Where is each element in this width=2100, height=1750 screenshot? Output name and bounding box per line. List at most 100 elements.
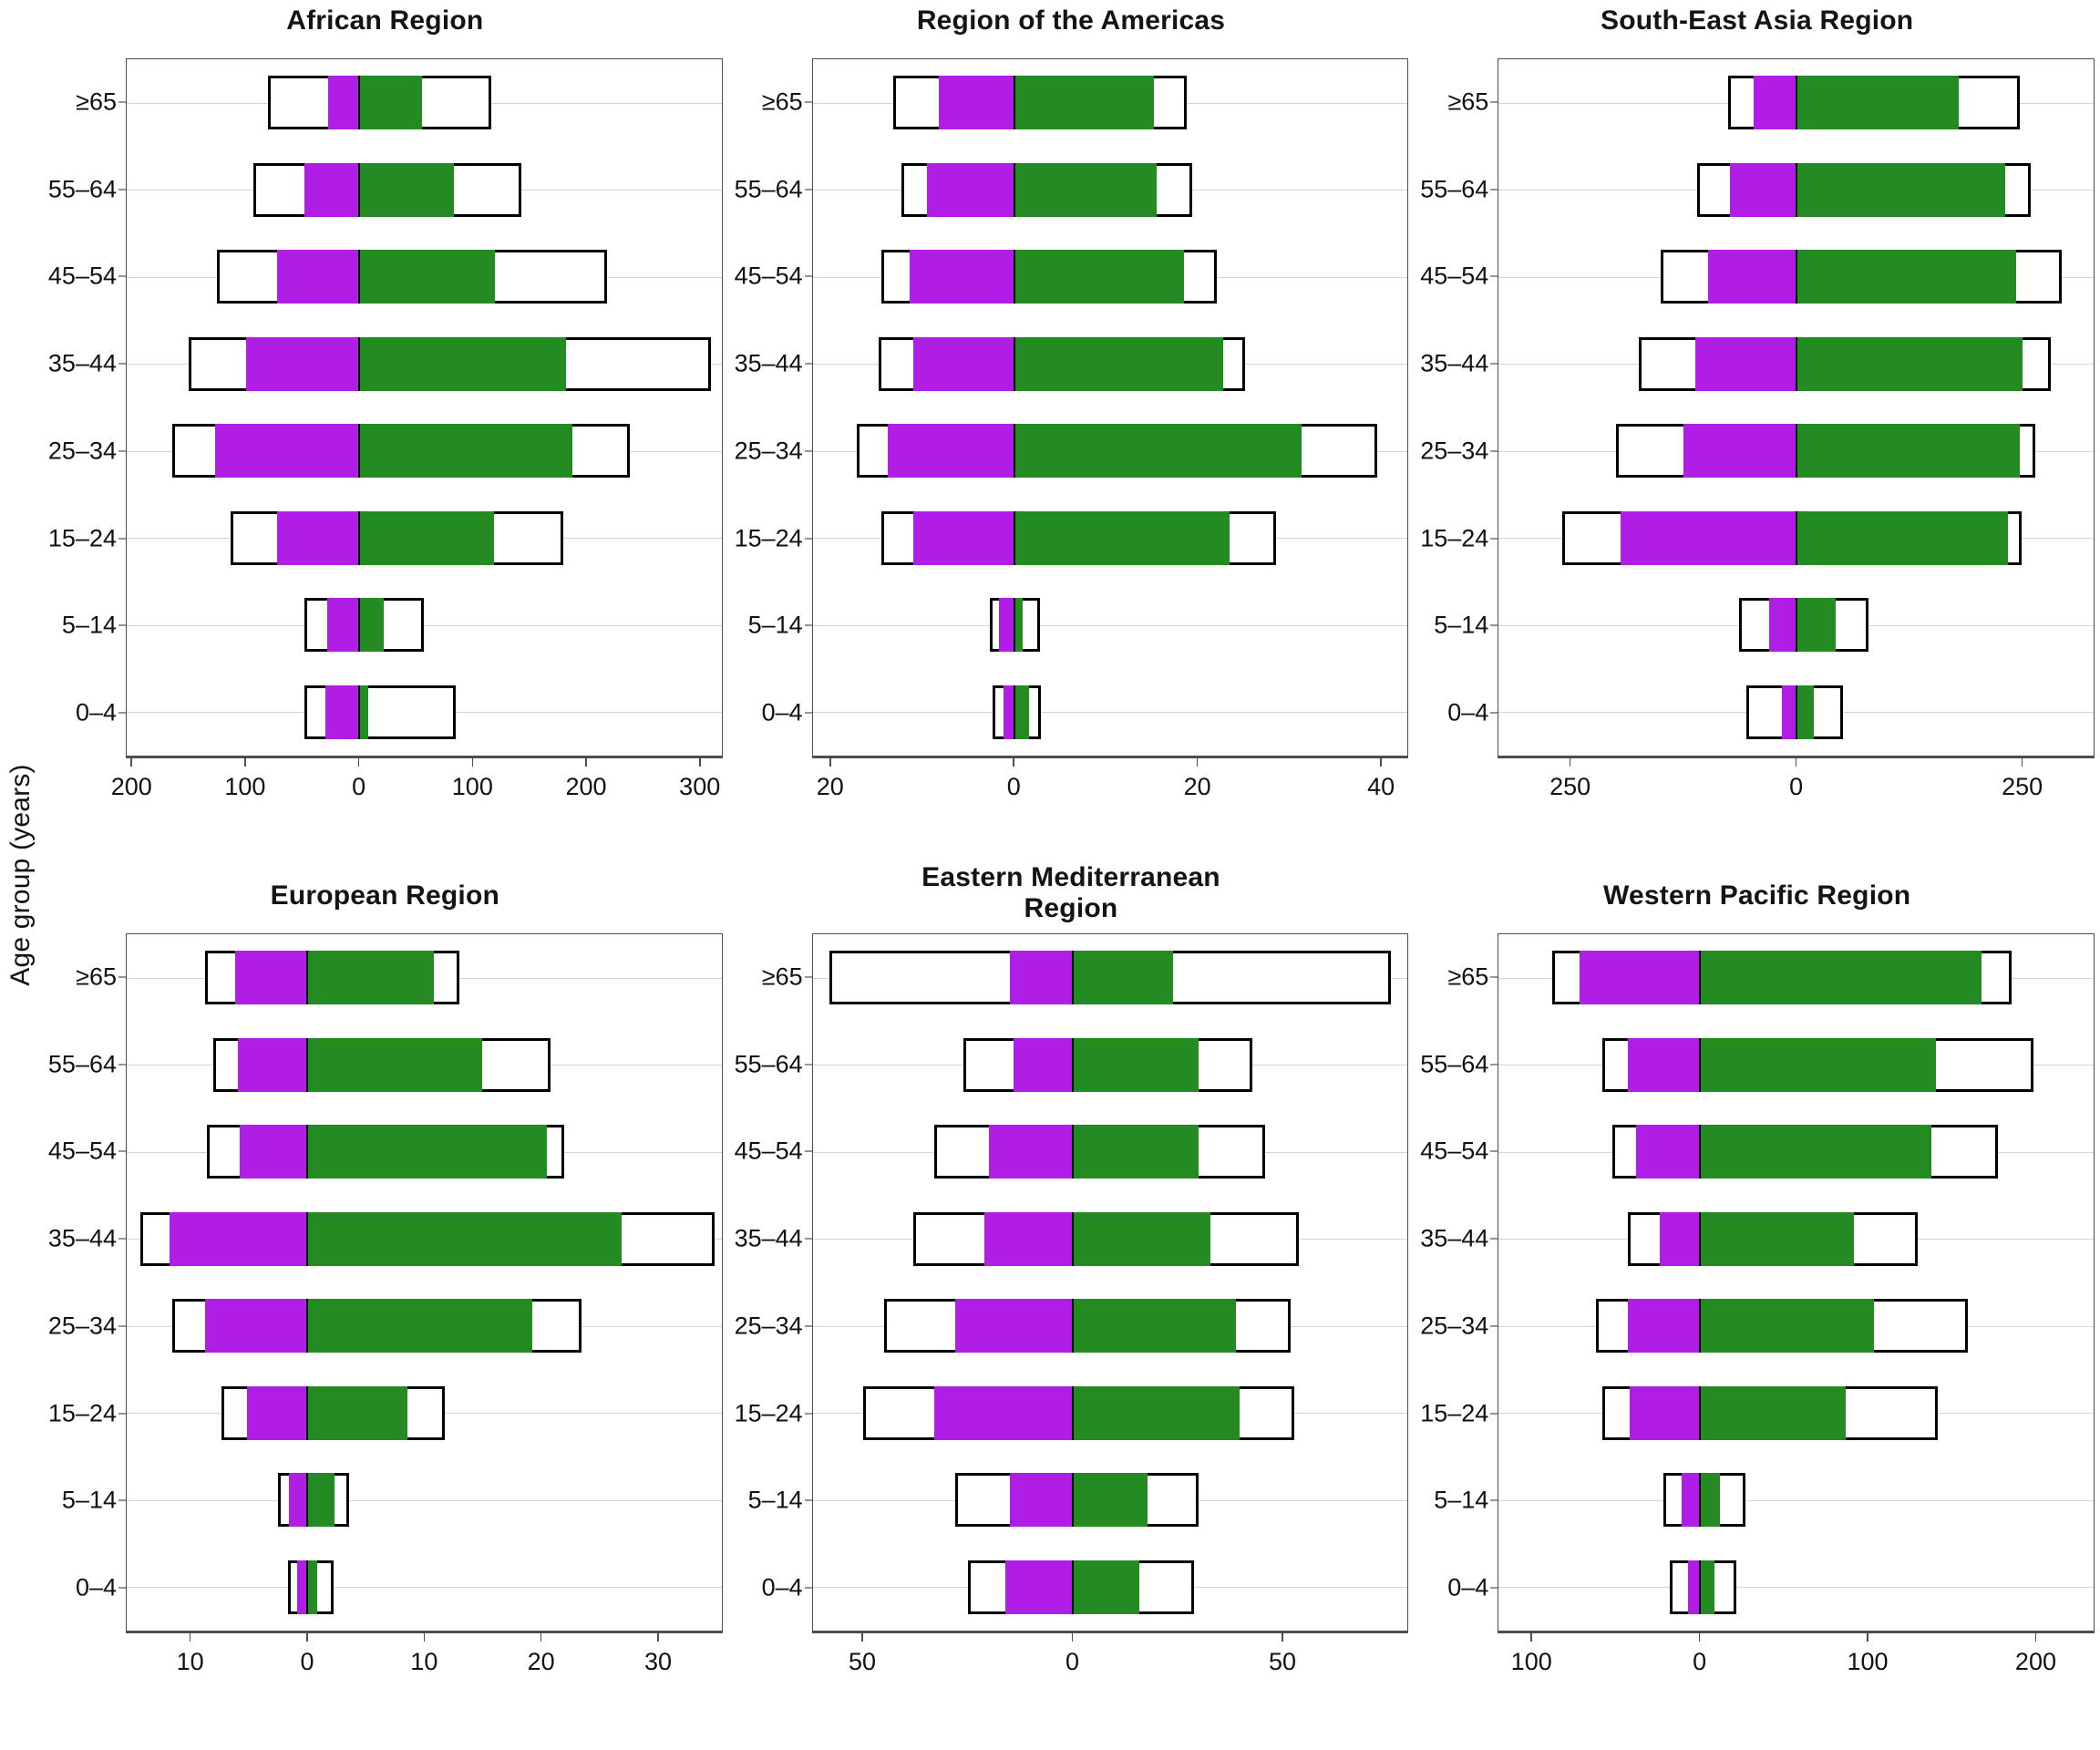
y-tick-label-45-54: 45–54: [1420, 262, 1489, 290]
male-segment: [1072, 1299, 1236, 1354]
female-segment: [1627, 1037, 1700, 1092]
y-tick-label-25-34: 25–34: [47, 437, 117, 465]
bar-row-0-4: [1498, 1560, 2094, 1614]
bar-row-5-14: [813, 598, 1408, 653]
y-tick-label-0-4: 0–4: [761, 698, 803, 726]
female-segment: [214, 424, 359, 479]
panel-south-east-asia-region: South-East Asia Region ≥65 55–64 45–54 35–44…: [1414, 0, 2100, 875]
zero-divider: [1795, 162, 1797, 217]
y-tick-mark: [118, 976, 126, 978]
bar-row-0-4: [813, 685, 1408, 739]
female-segment: [1005, 1560, 1073, 1614]
zero-divider: [1698, 1560, 1701, 1614]
female-segment: [1781, 685, 1796, 739]
zero-divider: [306, 1037, 309, 1092]
female-segment: [1659, 1211, 1700, 1266]
x-tick-mark: [829, 757, 831, 767]
zero-divider: [1698, 1385, 1701, 1440]
female-segment: [1754, 76, 1796, 130]
x-tick-label: 20: [816, 773, 844, 800]
y-tick-label-15-24: 15–24: [47, 524, 117, 552]
x-tick-label: 0: [352, 773, 366, 800]
male-segment: [358, 424, 572, 479]
zero-divider: [1013, 162, 1015, 217]
x-tick-mark: [861, 1632, 863, 1642]
y-tick-mark: [804, 101, 812, 103]
male-segment: [1072, 1385, 1240, 1440]
male-segment: [1014, 250, 1185, 304]
female-segment: [1627, 1299, 1700, 1354]
female-segment: [913, 336, 1014, 391]
gridline: [1498, 1587, 2094, 1589]
y-tick-mark: [1490, 189, 1498, 190]
bar-row-5-14: [127, 1473, 722, 1528]
y-tick-label-55-64: 55–64: [734, 1050, 803, 1078]
y-tick-mark: [804, 1325, 812, 1327]
x-tick-label: 250: [2002, 773, 2043, 800]
male-segment: [1699, 1037, 1937, 1092]
male-segment: [307, 1473, 335, 1528]
x-tick-label: 100: [224, 773, 266, 800]
x-tick-mark: [2021, 757, 2023, 767]
bar-row-45-54: [1498, 1125, 2094, 1179]
y-tick-label-35-44: 35–44: [1420, 1224, 1489, 1252]
y-tick-label-55-64: 55–64: [1420, 175, 1489, 203]
x-tick-label: 0: [1693, 1648, 1707, 1675]
y-tick-mark: [1490, 101, 1498, 103]
y-axis: ≥65 55–64 45–54 35–44 25–34 15–24 5–14 0–4: [728, 933, 812, 1632]
x-axis: 250 0 250: [1498, 757, 2095, 835]
y-tick-label-5-14: 5–14: [747, 1486, 803, 1514]
y-tick-label-15-24: 15–24: [1420, 524, 1489, 552]
bar-row-55-64: [813, 1037, 1408, 1092]
gridline: [127, 1499, 722, 1501]
female-segment: [1768, 598, 1796, 653]
male-segment: [1699, 1560, 1715, 1614]
x-tick-mark: [130, 757, 133, 767]
y-tick-mark: [804, 189, 812, 190]
male-segment: [1072, 1211, 1211, 1266]
x-tick-mark: [1530, 1632, 1532, 1642]
male-segment: [1796, 598, 1837, 653]
y-tick-mark: [804, 712, 812, 714]
x-tick-label: 40: [1367, 773, 1395, 800]
bar-row-15-24: [1498, 1385, 2094, 1440]
y-tick-mark: [804, 1587, 812, 1589]
bar-row-55-64: [1498, 1037, 2094, 1092]
x-tick-mark: [1698, 1632, 1701, 1642]
y-tick-label-0-4: 0–4: [1447, 1573, 1489, 1601]
y-tick-label-15-24: 15–24: [734, 1399, 803, 1427]
y-tick-label-5-14: 5–14: [747, 611, 803, 639]
y-tick-mark: [804, 1413, 812, 1415]
panel-title: Eastern Mediterranean Region: [728, 862, 1415, 923]
bar-row-25-34: [813, 1299, 1408, 1354]
y-tick-mark: [1490, 624, 1498, 626]
male-segment: [307, 951, 434, 1005]
female-segment: [240, 1125, 308, 1179]
female-segment: [245, 336, 359, 391]
y-tick-label-35-44: 35–44: [734, 349, 803, 377]
male-segment: [1699, 1211, 1855, 1266]
female-segment: [1629, 1385, 1700, 1440]
female-segment: [288, 1473, 308, 1528]
x-tick-mark: [1380, 757, 1382, 767]
y-tick-mark: [804, 363, 812, 365]
y-tick-mark: [804, 976, 812, 978]
plot-block: ≥65 55–64 45–54 35–44 25–34 15–24 5–14 0–4 250 0 2…: [1414, 58, 2095, 835]
bar-row-45-54: [127, 1125, 722, 1179]
male-segment: [1796, 685, 1815, 739]
bar-row-15-24: [1498, 510, 2094, 565]
plot-block: ≥65 55–64 45–54 35–44 25–34 15–24 5–14 0–4 10 0 10…: [42, 933, 723, 1710]
x-axis: 10 0 10 20 30: [126, 1632, 723, 1710]
y-tick-mark: [1490, 1587, 1498, 1589]
x-axis-line: [811, 757, 1409, 758]
x-tick-label: 0: [1006, 773, 1021, 800]
bar-row-25-34: [813, 424, 1408, 479]
y-tick-mark: [118, 275, 126, 277]
y-tick-mark: [118, 712, 126, 714]
male-segment: [358, 250, 496, 304]
male-segment: [1014, 424, 1302, 479]
female-segment: [235, 951, 308, 1005]
y-tick-mark: [118, 1587, 126, 1589]
female-segment: [910, 250, 1014, 304]
gridline: [812, 624, 1408, 626]
